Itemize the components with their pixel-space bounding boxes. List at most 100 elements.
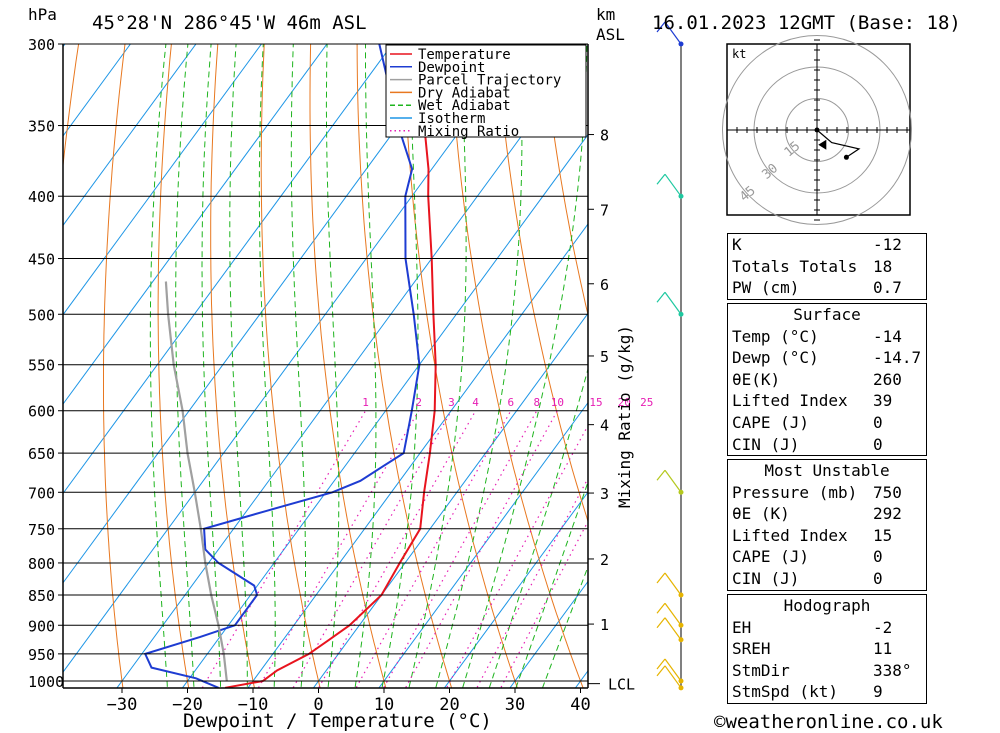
wind-barb-flag: [656, 291, 666, 303]
isotherm-line: [443, 491, 588, 688]
datetime-title: 16.01.2023 12GMT (Base: 18): [652, 12, 961, 34]
y-tick-label: 450: [28, 251, 55, 269]
wind-barb-flag: [656, 602, 666, 614]
wet-adiabat-line: [408, 44, 467, 688]
wind-barb-flag: [656, 21, 666, 33]
y-tick-label: 950: [28, 646, 55, 664]
x-tick-label: −20: [172, 695, 203, 715]
isotherm-line: [63, 44, 394, 495]
x-tick-label: 10: [374, 695, 394, 715]
x-tick-label: 40: [570, 695, 590, 715]
x-tick-label: 30: [505, 695, 525, 715]
hodograph-trace: [816, 129, 861, 158]
km-tick-label: 3: [600, 485, 609, 503]
surface-row: Dewp (°C) -14.7: [732, 348, 922, 368]
legend-entry: Wet Adiabat: [418, 98, 511, 114]
mixing-ratio-label: 8: [533, 396, 540, 409]
y-tick-label: 750: [28, 521, 55, 539]
dry-adiabat-line: [103, 44, 126, 688]
isotherm-line: [509, 580, 588, 688]
mixing-ratio-label: 10: [551, 396, 564, 409]
mixing-ratio-line: [201, 410, 367, 688]
y-tick-label: 1000: [28, 673, 64, 691]
location-title: 45°28'N 286°45'W 46m ASL: [92, 12, 367, 34]
mixing-ratio-line: [292, 410, 453, 688]
legend-entry: Parcel Trajectory: [418, 73, 561, 89]
km-tick-label: 7: [600, 201, 609, 219]
wet-adiabat-line: [258, 44, 276, 688]
dry-adiabat-line: [449, 44, 584, 688]
x-axis-title: Dewpoint / Temperature (°C): [183, 710, 492, 732]
hodograph-row: StmSpd (kt) 9: [732, 682, 883, 702]
legend-entry: Mixing Ratio: [418, 124, 519, 140]
mixing-ratio-label: 3: [448, 396, 455, 409]
wet-adiabat-line: [149, 44, 168, 688]
mixing-ratio-axis-title: Mixing Ratio (g/kg): [615, 325, 634, 508]
x-tick-label: −10: [238, 695, 269, 715]
isotherm-line: [181, 133, 588, 688]
legend-box: [385, 44, 587, 138]
wet-adiabat-line: [488, 367, 588, 688]
most-unstable-row: CIN (J) 0: [732, 568, 883, 588]
wet-adiabat-line: [290, 44, 306, 688]
indices-table: K -12 Totals Totals 18 PW (cm) 0.7: [727, 233, 927, 300]
wind-barb-shaft: [664, 291, 682, 315]
wind-barb-shaft: [664, 469, 682, 493]
legend-entry: Temperature: [418, 47, 511, 63]
mixing-ratio-line: [404, 410, 558, 688]
mixing-ratio-label: 1: [362, 396, 369, 409]
km-unit-label: km: [596, 5, 615, 24]
hodograph-row: SREH 11: [732, 639, 893, 659]
wind-barb-flag: [656, 469, 666, 481]
isotherm-line: [63, 44, 132, 137]
wet-adiabat-line: [325, 44, 340, 688]
wind-barb-flag: [656, 658, 666, 670]
isotherm-line: [63, 44, 328, 405]
isotherm-line: [247, 223, 588, 688]
index-row: PW (cm) 0.7: [732, 278, 902, 298]
most-unstable-row: θE (K) 292: [732, 504, 902, 524]
isotherm-line: [63, 44, 197, 227]
isotherm-line: [0, 8, 26, 707]
wind-barb-shaft: [664, 173, 682, 197]
mixing-ratio-label: 15: [589, 396, 602, 409]
wind-barb-shaft: [664, 572, 682, 596]
credit-text: ©weatheronline.co.uk: [714, 711, 943, 733]
mixing-ratio-line: [445, 424, 588, 688]
dry-adiabat-line: [157, 44, 190, 688]
mixing-ratio-line: [355, 410, 512, 688]
storm-motion-marker: [818, 139, 827, 150]
wet-adiabat-line: [435, 44, 523, 688]
index-row: Totals Totals 18: [732, 256, 893, 276]
wet-adiabat-line: [354, 44, 377, 688]
y-tick-label: 600: [28, 403, 55, 421]
dry-adiabat-line: [994, 8, 1000, 707]
y-tick-label: 500: [28, 306, 55, 324]
wet-adiabat-line: [515, 480, 588, 688]
y-tick-label: 850: [28, 587, 55, 605]
most-unstable-title: Most Unstable: [764, 461, 890, 480]
most-unstable-row: CAPE (J) 0: [732, 547, 883, 567]
wet-adiabat-line: [541, 565, 588, 688]
wind-profile: [656, 21, 684, 691]
index-row: K -12: [732, 235, 902, 254]
surface-row: Temp (°C) -14: [732, 326, 902, 346]
wind-barb-shaft: [664, 617, 682, 641]
mixing-ratio-line: [476, 477, 588, 688]
most-unstable-row: Pressure (mb) 750: [732, 482, 902, 502]
mixing-ratio-line: [257, 410, 420, 688]
hodograph-table: Hodograph EH -2 SREH 11 StmDir 338° StmSpd …: [727, 594, 927, 704]
legend-entry: Dewpoint: [418, 60, 485, 76]
y-tick-label: 800: [28, 555, 55, 573]
wind-barb-flag: [656, 173, 666, 185]
km-tick-label: 6: [600, 276, 609, 294]
dry-adiabat-line: [542, 44, 588, 317]
hodograph-row: StmDir 338°: [732, 660, 912, 680]
wind-barb-shaft: [664, 21, 682, 45]
mixing-ratio-line: [382, 410, 538, 688]
wind-barb-flag: [656, 572, 666, 584]
wind-barb-flag: [656, 617, 666, 629]
hodograph-unit: kt: [732, 47, 746, 61]
